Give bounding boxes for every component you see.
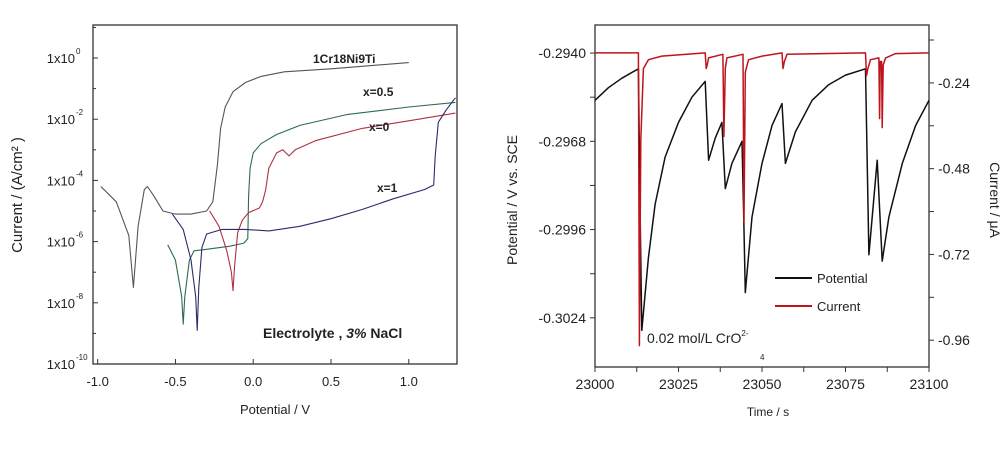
left-plot-frame [92,24,458,365]
right-x-tick-label: 23050 [743,376,782,392]
label-1cr18ni9ti: 1Cr18Ni9Ti [313,52,375,66]
left-y-axis-label: Current / (A/cm² ) [9,137,26,253]
label-x-0: x=0 [369,120,390,134]
left-x-tick-label: 0.0 [244,374,262,389]
curve-1cr18ni9ti [100,62,409,289]
right-y-tick-label: -0.3024 [539,310,587,326]
left-y-tick-label: 1x10 [47,173,75,188]
curve-x-0-5 [167,101,456,325]
right-y-tick-label: -0.2968 [539,133,587,149]
right-y2-tick-label: -0.72 [938,246,970,262]
legend-label-current: Current [817,299,861,314]
curve-x-1 [171,97,456,331]
right-x-tick-label: 23000 [576,376,615,392]
label-x-1: x=1 [377,181,398,195]
right-x-tick-label: 23100 [910,376,949,392]
left-y-tick-exponent: 0 [76,47,81,56]
left-y-tick-label: 1x10 [47,296,75,311]
noise-chart: 23000 23025 23050 23075 23100 -0.2940 -0.2968 -… [504,24,1000,419]
legend-label-potential: Potential [817,271,868,286]
curve-current [595,52,930,347]
right-y2-axis-label: Current / μA [987,162,1000,238]
right-y-tick-label: -0.2996 [539,222,587,238]
left-y-tick-exponent: -8 [76,292,84,301]
left-y-tick-label: 1x10 [47,112,75,127]
right-x-axis-label: Time / s [747,405,789,419]
left-x-tick-label: 1.0 [400,374,418,389]
right-x-tick-label: 23025 [659,376,698,392]
right-y-axis-label: Potential / V vs. SCE [504,135,520,265]
legend: Potential Current [775,271,868,314]
label-x-0-5: x=0.5 [363,85,394,99]
left-x-tick-label: -0.5 [164,374,186,389]
left-y-tick-exponent: -4 [76,169,84,178]
left-y-tick-label: 1x10 [47,235,75,250]
left-y-tick-exponent: -6 [76,231,84,240]
concentration-annotation: 0.02 mol/L CrO2- [647,329,749,346]
left-y-tick-label: 1x10 [47,357,75,372]
right-y2-tick-label: -0.48 [938,161,970,177]
right-x-tick-label: 23075 [826,376,865,392]
left-y-tick-exponent: -2 [76,108,84,117]
electrolyte-annotation: Electrolyte , 3% NaCl [263,325,402,341]
right-y2-tick-label: -0.24 [938,75,970,91]
right-y-tick-label: -0.2940 [539,45,587,61]
left-x-axis-label: Potential / V [240,402,310,417]
left-x-tick-label: 0.5 [322,374,340,389]
left-x-tick-label: -1.0 [86,374,108,389]
annotation-subscript: 4 [760,353,765,362]
right-y2-tick-label: -0.96 [938,332,970,348]
curve-x-0 [209,112,456,292]
left-y-tick-label: 1x10 [47,51,75,66]
left-y-tick-exponent: -10 [76,353,88,362]
